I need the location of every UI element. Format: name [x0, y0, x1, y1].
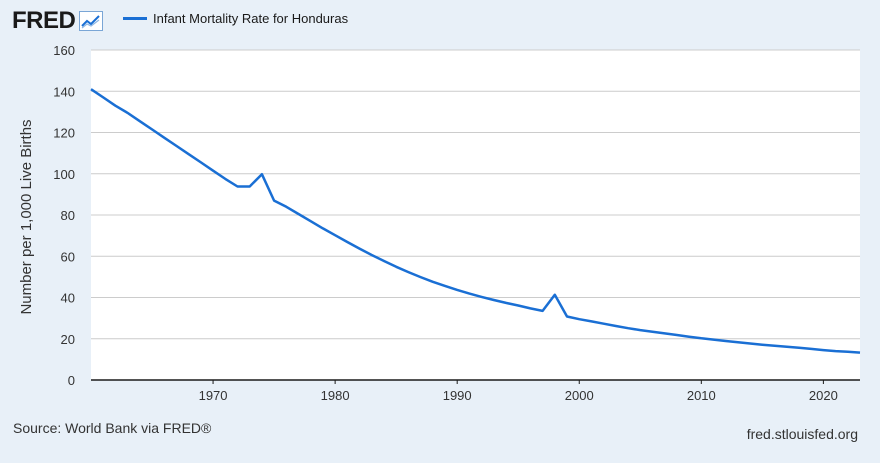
series-line [90, 88, 861, 354]
x-tick-label: 2010 [687, 388, 716, 403]
y-axis-title: Number per 1,000 Live Births [18, 119, 35, 314]
x-tick-label: 1990 [443, 388, 472, 403]
legend-swatch [123, 17, 147, 20]
source-note: Source: World Bank via FRED® [13, 420, 212, 436]
fred-logo[interactable]: FRED [12, 6, 104, 36]
y-tick-label: 160 [53, 43, 75, 58]
site-link[interactable]: fred.stlouisfed.org [746, 426, 858, 442]
line-chart-icon [79, 11, 104, 31]
y-tick-label: 120 [53, 126, 75, 141]
y-tick-label: 80 [61, 208, 75, 223]
chart-legend: Infant Mortality Rate for Honduras [123, 11, 348, 26]
x-tick-label: 1980 [321, 388, 350, 403]
x-tick-label: 2020 [809, 388, 838, 403]
x-tick-label: 2000 [565, 388, 594, 403]
fred-logo-text: FRED [12, 7, 76, 34]
y-tick-label: 0 [68, 373, 75, 388]
legend-label: Infant Mortality Rate for Honduras [153, 11, 349, 26]
y-tick-label: 140 [53, 84, 75, 99]
x-tick-label: 1970 [199, 388, 228, 403]
y-tick-label: 20 [61, 332, 75, 347]
y-tick-label: 40 [61, 291, 75, 306]
y-tick-label: 60 [61, 249, 75, 264]
y-tick-label: 100 [53, 167, 75, 182]
